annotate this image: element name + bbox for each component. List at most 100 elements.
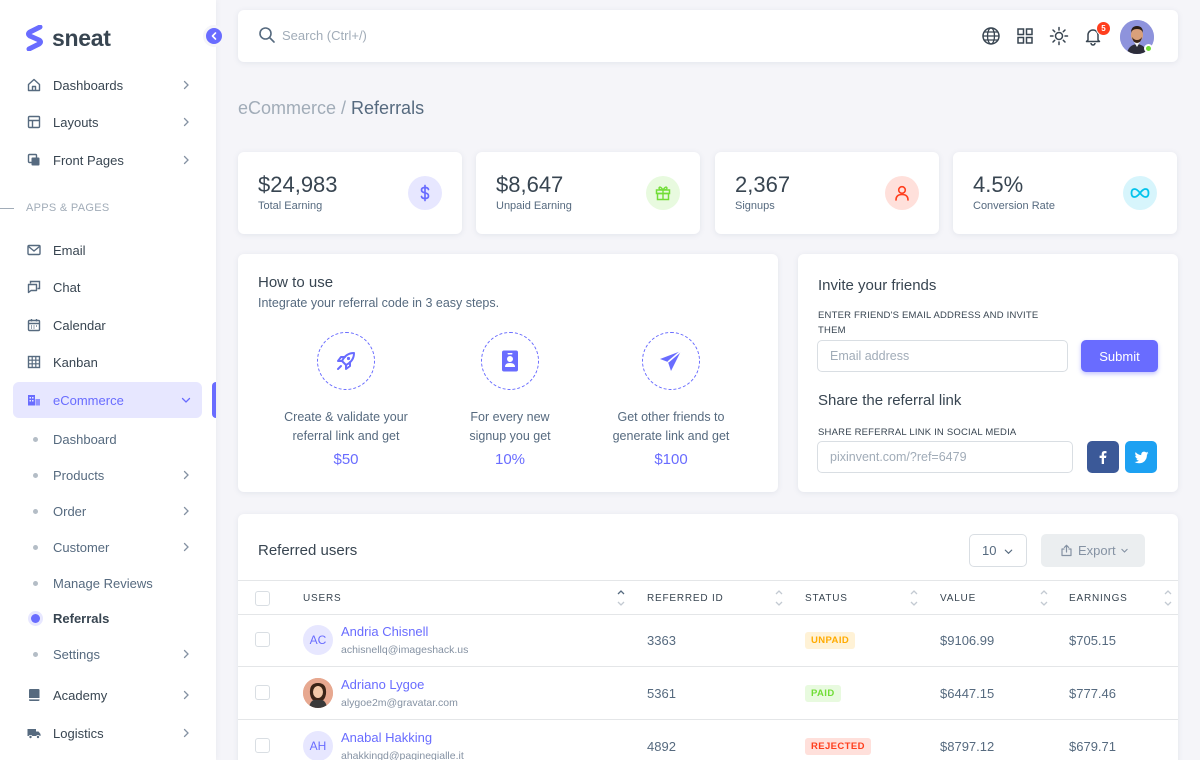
page-size-select[interactable]: 10 — [969, 534, 1027, 567]
copy-icon — [27, 153, 40, 166]
sort-icon[interactable] — [910, 588, 918, 608]
chevron-right-icon — [183, 690, 189, 700]
dollar-icon — [420, 184, 430, 202]
sidebar-item-chat[interactable]: Chat — [13, 269, 202, 305]
sort-icon[interactable] — [775, 588, 783, 608]
export-label: Export — [1078, 543, 1116, 558]
search-input[interactable] — [282, 27, 582, 43]
submit-button[interactable]: Submit — [1081, 340, 1158, 372]
layout-icon — [27, 115, 41, 129]
sidebar-collapse-button[interactable] — [203, 25, 225, 47]
export-button[interactable]: Export — [1041, 534, 1145, 567]
step-amount: $100 — [654, 451, 688, 468]
theme-toggle-button[interactable] — [1048, 25, 1070, 47]
sidebar-subitem-manage-reviews[interactable]: Manage Reviews — [13, 566, 202, 600]
step-2: For every new signup you get 10% — [435, 332, 585, 468]
row-checkbox[interactable] — [255, 685, 270, 700]
sidebar-subitem-label: Settings — [53, 646, 100, 662]
value-cell: $9106.99 — [940, 633, 995, 648]
twitter-share-button[interactable] — [1125, 441, 1157, 473]
how-to-use-card: How to use Integrate your referral code … — [238, 254, 778, 492]
column-header-status[interactable]: STATUS — [805, 593, 848, 604]
sidebar-item-academy[interactable]: Academy — [13, 677, 202, 713]
column-header-users[interactable]: USERS — [303, 593, 342, 604]
sidebar-item-label: eCommerce — [53, 392, 124, 408]
chevron-right-icon — [183, 80, 189, 90]
step-amount: 10% — [494, 451, 526, 468]
menu-section-header: APPS & PAGES — [26, 202, 110, 214]
sidebar-item-front-pages[interactable]: Front Pages — [13, 142, 202, 178]
row-checkbox[interactable] — [255, 632, 270, 647]
status-badge: PAID — [805, 685, 841, 702]
notification-count-badge: 5 — [1096, 21, 1111, 36]
stat-label: Total Earning — [258, 200, 323, 212]
step-icon-circle — [317, 332, 375, 390]
sidebar-item-kanban[interactable]: Kanban — [13, 344, 202, 380]
how-to-use-subtitle: Integrate your referral code in 3 easy s… — [258, 296, 500, 310]
row-checkbox[interactable] — [255, 738, 270, 753]
sidebar-subitem-referrals[interactable]: Referrals — [13, 601, 202, 635]
sort-icon[interactable] — [1040, 588, 1048, 608]
search-box[interactable] — [258, 26, 582, 44]
chevron-right-icon — [183, 470, 189, 480]
step-3: Get other friends to generate link and g… — [596, 332, 746, 468]
user-name-link[interactable]: Anabal Hakking — [341, 730, 433, 745]
sidebar-item-label: Layouts — [53, 114, 99, 130]
referral-link-input[interactable] — [817, 441, 1073, 473]
sidebar-item-ecommerce[interactable]: eCommerce — [13, 382, 202, 418]
chevron-down-icon — [1004, 549, 1013, 555]
column-header-value[interactable]: VALUE — [940, 593, 977, 604]
stat-value: 4.5% — [973, 172, 1024, 197]
sidebar-item-label: Academy — [53, 687, 108, 703]
breadcrumb: eCommerce / Referrals — [238, 98, 424, 119]
facebook-share-button[interactable] — [1087, 441, 1119, 473]
bullet-dot — [33, 473, 38, 478]
chevron-right-icon — [183, 542, 189, 552]
sidebar-item-logistics[interactable]: Logistics — [13, 715, 202, 751]
stat-icon-badge — [1123, 176, 1157, 210]
table-header: USERS REFERRED ID STATUS VALUE EARNINGS — [238, 580, 1178, 615]
sidebar-item-dashboards[interactable]: Dashboards — [13, 67, 202, 103]
earnings-cell: $705.15 — [1069, 633, 1116, 648]
invite-title: Invite your friends — [818, 277, 937, 294]
home-icon — [27, 78, 41, 92]
sidebar-subitem-order[interactable]: Order — [13, 494, 202, 528]
select-all-checkbox[interactable] — [255, 591, 270, 606]
avatar — [303, 678, 333, 708]
sidebar-subitem-customer[interactable]: Customer — [13, 530, 202, 564]
sort-icon[interactable] — [1164, 588, 1172, 608]
sidebar-subitem-dashboard[interactable]: Dashboard — [13, 422, 202, 456]
friend-email-input[interactable] — [817, 340, 1068, 372]
sidebar-subitem-settings[interactable]: Settings — [13, 637, 202, 671]
status-badge: UNPAID — [805, 632, 856, 649]
share-link-title: Share the referral link — [818, 392, 962, 409]
mail-icon — [27, 244, 41, 256]
sidebar-item-label: Kanban — [53, 354, 98, 370]
brand-logo[interactable]: sneat — [26, 24, 111, 52]
column-header-earnings[interactable]: EARNINGS — [1069, 593, 1128, 604]
sidebar-subitem-label: Order — [53, 503, 87, 519]
notifications-button[interactable] — [1082, 25, 1104, 47]
stat-label: Unpaid Earning — [496, 200, 572, 212]
brand-name: sneat — [52, 24, 111, 51]
user-name-link[interactable]: Andria Chisnell — [341, 624, 429, 639]
sidebar-item-layouts[interactable]: Layouts — [13, 104, 202, 140]
status-badge: REJECTED — [805, 738, 871, 755]
step-text-line: referral link and get — [292, 429, 400, 443]
stat-card-unpaid-earning: $8,647 Unpaid Earning — [476, 152, 700, 234]
store-icon — [28, 395, 40, 406]
sidebar-item-email[interactable]: Email — [13, 232, 202, 268]
bullet-dot — [33, 545, 38, 550]
sort-icon[interactable] — [617, 588, 625, 608]
breadcrumb-parent[interactable]: eCommerce / — [238, 98, 347, 118]
sidebar-subitem-products[interactable]: Products — [13, 458, 202, 492]
column-header-referred-id[interactable]: REFERRED ID — [647, 593, 724, 604]
stat-label: Signups — [735, 200, 775, 212]
user-name-link[interactable]: Adriano Lygoe — [341, 677, 425, 692]
shortcuts-button[interactable] — [1014, 25, 1036, 47]
sidebar-item-calendar[interactable]: Calendar — [13, 307, 202, 343]
book-icon — [29, 689, 40, 701]
language-button[interactable] — [980, 25, 1002, 47]
chevron-right-icon — [183, 728, 189, 738]
table-row: AH Anabal Hakking ahakkingd@paginegialle… — [238, 720, 1178, 760]
